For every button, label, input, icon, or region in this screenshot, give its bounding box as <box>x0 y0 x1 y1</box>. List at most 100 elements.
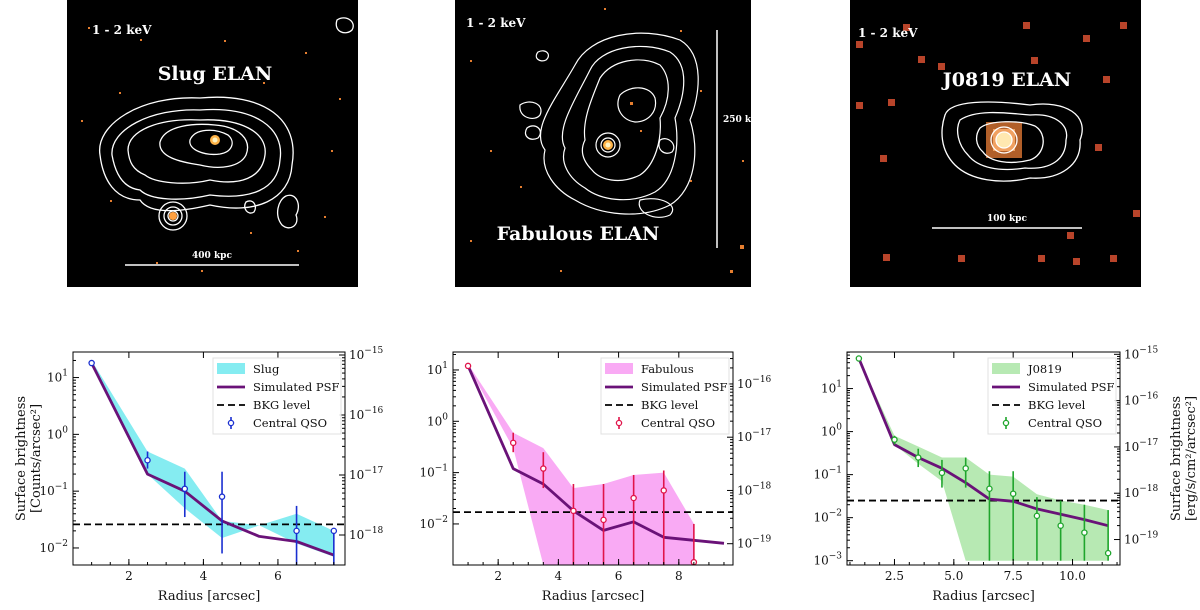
lya-contours <box>519 32 699 218</box>
image-panel-slug: 1 - 2 keV Slug ELAN 400 kpc <box>67 0 358 287</box>
legend-swatch-band <box>217 363 245 374</box>
source-name-label: Fabulous ELAN <box>497 223 660 245</box>
legend-label-psf: Simulated PSF <box>641 380 727 394</box>
y2-tick-label: 10−19 <box>1124 531 1159 547</box>
qso-data-point <box>218 493 226 500</box>
legend: Fabulous Simulated PSF BKG level Central QS… <box>600 357 730 435</box>
x-axis-label: Radius [arcsec] <box>932 589 1035 604</box>
y-tick-label: 101 <box>47 369 68 385</box>
y2-tick-label: 10−16 <box>1124 392 1159 408</box>
simulated-psf-line <box>466 365 725 545</box>
y-tick-label: 10−1 <box>813 466 842 482</box>
x-tick-label: 2 <box>494 569 502 583</box>
companion-source <box>169 212 177 220</box>
chart-j0819: 2.5 5.0 7.5 10.0 10−3 10−2 10−1 100 101 10−19 10−1… <box>813 345 1199 604</box>
x-axis-label: Radius [arcsec] <box>542 589 645 604</box>
axes-frame <box>72 351 346 566</box>
scale-bar-label: 250 kpc <box>723 115 763 125</box>
y2-tick-label: 10−19 <box>737 535 772 551</box>
image-panel-fabulous: 1 - 2 keV Fabulous ELAN 250 kpc <box>455 0 763 287</box>
legend-swatch-qso-point <box>615 419 623 427</box>
y2-tick-label: 10−18 <box>737 481 772 497</box>
xray-photon-dots <box>470 8 744 273</box>
y2-tick-label: 10−17 <box>1124 438 1159 454</box>
y2-tick-label: 10−17 <box>737 428 772 444</box>
legend-label-qso: Central QSO <box>641 416 715 430</box>
qso-data-point <box>144 457 151 464</box>
qso-data-point <box>1009 490 1017 497</box>
x-tick-label: 10.0 <box>1059 569 1086 583</box>
y-tick-label: 101 <box>427 361 448 377</box>
legend-label-bkg: BKG level <box>253 398 311 412</box>
x-tick-label: 2.5 <box>885 569 904 583</box>
y-axis-label-units: [Counts/arcsec²] <box>29 404 44 513</box>
qso-data-point <box>464 362 472 370</box>
x-tick-label: 5.0 <box>944 569 963 583</box>
legend-label-bkg: BKG level <box>641 398 699 412</box>
y-tick-label: 100 <box>821 423 842 439</box>
energy-band-label: 1 - 2 keV <box>858 26 918 40</box>
qso-data-point <box>570 507 577 515</box>
y2-axis-label: Surface brightness <box>1169 396 1184 521</box>
energy-band-label: 1 - 2 keV <box>466 16 526 30</box>
x-tick-label: 2 <box>125 569 133 583</box>
qso-data-point <box>938 469 946 477</box>
x-tick-label: 6 <box>615 569 623 583</box>
lya-contours <box>941 101 1083 182</box>
x-tick-label: 7.5 <box>1004 569 1023 583</box>
y-tick-label: 10−1 <box>419 464 448 480</box>
qso-data-point <box>1104 549 1112 557</box>
plot-area <box>453 362 733 565</box>
scale-bar-label: 100 kpc <box>987 214 1027 224</box>
extended-emission-band <box>468 364 694 565</box>
xray-photon-dots <box>856 22 1140 265</box>
legend-label-qso: Central QSO <box>253 416 327 430</box>
quasar-source <box>996 132 1012 148</box>
legend-swatch-band <box>992 363 1020 374</box>
qso-data-point <box>630 494 637 502</box>
legend-swatch-qso-point <box>1002 419 1010 427</box>
qso-data-point <box>509 439 517 447</box>
qso-data-point <box>1057 522 1064 529</box>
image-panel-j0819: 1 - 2 keV J0819 ELAN 100 kpc <box>850 0 1141 287</box>
qso-data-point <box>891 436 898 443</box>
y2-tick-label: 10−17 <box>349 466 384 482</box>
plot-area <box>847 355 1120 561</box>
qso-data-point <box>660 487 668 494</box>
qso-data-point <box>88 359 95 367</box>
energy-band-label: 1 - 2 keV <box>92 23 152 37</box>
x-tick-label: 8 <box>675 569 683 583</box>
y-tick-label: 101 <box>821 380 842 396</box>
qso-data-point <box>181 485 189 493</box>
y2-axis-label-units: [erg/s/cm²/arcsec²] <box>1184 396 1199 521</box>
xray-map-background <box>455 0 751 287</box>
lya-contours <box>99 17 354 231</box>
legend-label-psf: Simulated PSF <box>1028 380 1114 394</box>
y-axis-label: Surface brightness <box>14 396 29 521</box>
source-name-label: Slug ELAN <box>158 63 273 85</box>
source-name-label: J0819 ELAN <box>941 69 1071 91</box>
plot-area <box>73 359 345 565</box>
y-tick-label: 10−2 <box>813 509 842 525</box>
x-tick-label: 6 <box>274 569 282 583</box>
legend: Slug Simulated PSF BKG level Central QSO <box>212 357 342 435</box>
y2-tick-label: 10−16 <box>737 375 772 391</box>
y-tick-label: 100 <box>47 425 68 441</box>
chart-slug: 2 4 6 10−2 10−1 100 101 10−18 10−17 10−16 10−15 Rad… <box>14 346 384 604</box>
qso-data-point <box>855 355 863 362</box>
y-tick-label: 10−2 <box>419 515 448 531</box>
legend-swatch-qso-point <box>227 419 235 427</box>
y-tick-label: 100 <box>427 412 448 428</box>
y2-tick-label: 10−15 <box>349 346 384 362</box>
y-tick-label: 10−3 <box>813 552 842 568</box>
chart-fabulous: 2 4 6 8 10−2 10−1 100 101 10−19 10−18 10−17 10−16 Ra… <box>419 351 772 604</box>
y2-tick-label: 10−18 <box>1124 484 1159 500</box>
qso-data-point <box>962 465 969 472</box>
scale-bar-label: 400 kpc <box>192 251 232 261</box>
x-tick-label: 4 <box>200 569 208 583</box>
qso-data-point <box>914 454 922 461</box>
qso-data-point <box>293 527 300 535</box>
qso-data-point <box>540 465 547 472</box>
legend-label-band: Fabulous <box>641 362 694 376</box>
